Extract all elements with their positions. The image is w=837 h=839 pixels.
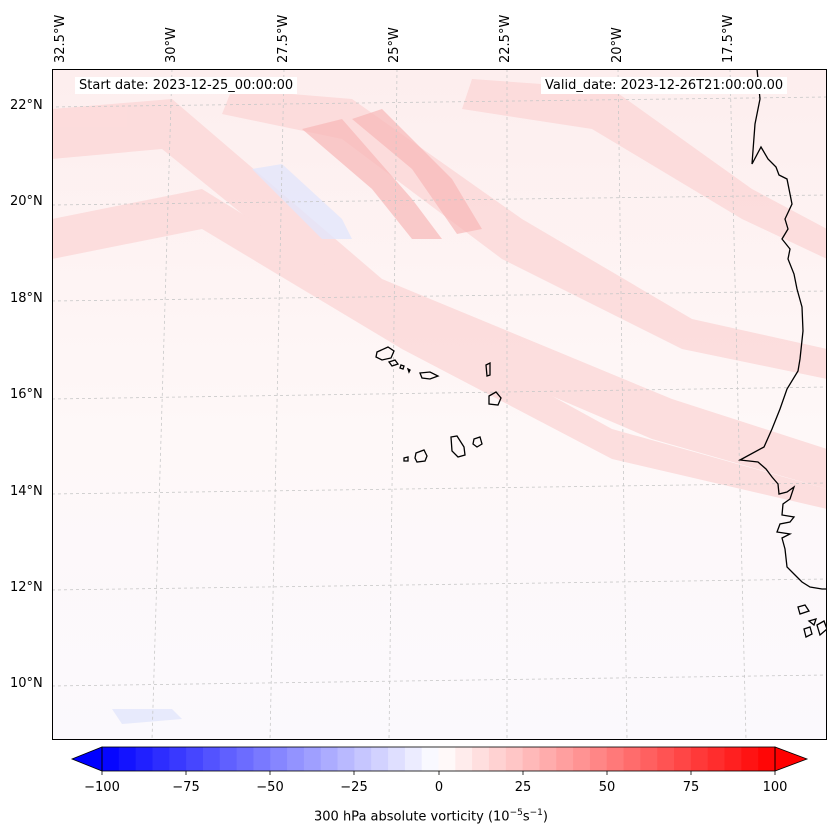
colorbar-tick-label: 0 bbox=[434, 780, 444, 795]
colorbar-cells bbox=[102, 747, 776, 771]
colorbar-cell bbox=[354, 747, 372, 771]
colorbar-cell bbox=[253, 747, 271, 771]
colorbar-cell bbox=[505, 747, 524, 771]
colorbar-cell bbox=[118, 747, 137, 771]
colorbar-cell bbox=[236, 747, 255, 771]
gridlines bbox=[52, 69, 827, 740]
colorbar-cell bbox=[573, 747, 591, 771]
colorbar-title-suffix: ) bbox=[542, 809, 548, 825]
colorbar-tick-label: −25 bbox=[340, 780, 368, 795]
lat-label-16n: 16°N bbox=[10, 387, 43, 402]
colorbar-title: 300 hPa absolute vorticity (10−5s−1) bbox=[314, 808, 548, 824]
african-coastline bbox=[737, 69, 827, 590]
map-svg bbox=[52, 69, 827, 740]
colorbar-frame bbox=[101, 746, 776, 772]
lat-label-18n: 18°N bbox=[10, 291, 43, 306]
colorbar-cell bbox=[640, 747, 658, 771]
colorbar-cell bbox=[152, 747, 170, 771]
colorbar-cell bbox=[421, 747, 440, 771]
colorbar-tick-label: −100 bbox=[84, 780, 120, 795]
colorbar-cell bbox=[371, 747, 389, 771]
colorbar-tick-label: 50 bbox=[598, 780, 616, 795]
colorbar-cell bbox=[404, 747, 423, 771]
colorbar-cell bbox=[320, 747, 339, 771]
colorbar-ticks bbox=[101, 771, 776, 775]
start-date-label: Start date: 2023-12-25_00:00:00 bbox=[75, 77, 298, 94]
colorbar-cell bbox=[556, 747, 574, 771]
colorbar-cell bbox=[455, 747, 473, 771]
colorbar-tick-label: 75 bbox=[682, 780, 700, 795]
valid-date-label: Valid_date: 2023-12-26T21:00:00.00 bbox=[541, 77, 788, 94]
colorbar-cell bbox=[674, 747, 692, 771]
colorbar-cell bbox=[270, 747, 288, 771]
lon-label-17-5w: 17.5°W bbox=[721, 14, 736, 63]
colorbar-cell bbox=[539, 747, 557, 771]
colorbar-cell bbox=[303, 747, 322, 771]
colorbar-cell bbox=[758, 747, 776, 771]
vorticity-strong-band bbox=[302, 109, 482, 239]
colorbar-cell bbox=[606, 747, 625, 771]
lat-label-22n: 22°N bbox=[10, 98, 43, 113]
lon-label-25w: 25°W bbox=[387, 27, 402, 63]
colorbar-cell bbox=[657, 747, 675, 771]
colorbar-cell bbox=[589, 747, 608, 771]
lon-label-32-5w: 32.5°W bbox=[53, 14, 68, 63]
colorbar-cell bbox=[690, 747, 709, 771]
colorbar-tick-label: 25 bbox=[514, 780, 532, 795]
colorbar-extend-high bbox=[774, 746, 809, 772]
colorbar-title-exp1: −5 bbox=[509, 808, 523, 818]
lat-label-14n: 14°N bbox=[10, 484, 43, 499]
colorbar-cell bbox=[472, 747, 490, 771]
vorticity-negative-band bbox=[112, 164, 352, 724]
colorbar-cell bbox=[219, 747, 238, 771]
colorbar-extend-low bbox=[70, 746, 103, 772]
colorbar-cell bbox=[202, 747, 221, 771]
colorbar-tick-label: 100 bbox=[762, 780, 788, 795]
colorbar-cell bbox=[707, 747, 726, 771]
cape-verde-islands bbox=[375, 346, 502, 463]
colorbar-cell bbox=[388, 747, 406, 771]
lon-label-20w: 20°W bbox=[610, 27, 625, 63]
colorbar-cell bbox=[522, 747, 541, 771]
colorbar-cell bbox=[488, 747, 507, 771]
colorbar-cell bbox=[169, 747, 187, 771]
map-panel bbox=[52, 69, 827, 740]
coastline-islands-south bbox=[797, 604, 827, 638]
lon-label-30w: 30°W bbox=[164, 27, 179, 63]
colorbar-title-mid: s bbox=[522, 809, 530, 825]
lon-label-27-5w: 27.5°W bbox=[276, 14, 291, 63]
colorbar-cell bbox=[623, 747, 641, 771]
colorbar-tick-label: −75 bbox=[172, 780, 200, 795]
colorbar-title-prefix: 300 hPa absolute vorticity (10 bbox=[314, 809, 510, 825]
colorbar-cell bbox=[102, 747, 120, 771]
colorbar-cell bbox=[741, 747, 759, 771]
lat-label-20n: 20°N bbox=[10, 194, 43, 209]
colorbar-cell bbox=[135, 747, 154, 771]
colorbar-cell bbox=[337, 747, 355, 771]
lat-label-12n: 12°N bbox=[10, 580, 43, 595]
colorbar-cell bbox=[287, 747, 305, 771]
colorbar-cell bbox=[724, 747, 742, 771]
colorbar-tick-label: −50 bbox=[256, 780, 284, 795]
colorbar-title-exp2: −1 bbox=[529, 808, 543, 818]
map-frame bbox=[52, 69, 827, 740]
colorbar-cell bbox=[438, 747, 456, 771]
lat-label-10n: 10°N bbox=[10, 676, 43, 691]
colorbar-cell bbox=[186, 747, 204, 771]
lon-label-22-5w: 22.5°W bbox=[498, 14, 513, 63]
